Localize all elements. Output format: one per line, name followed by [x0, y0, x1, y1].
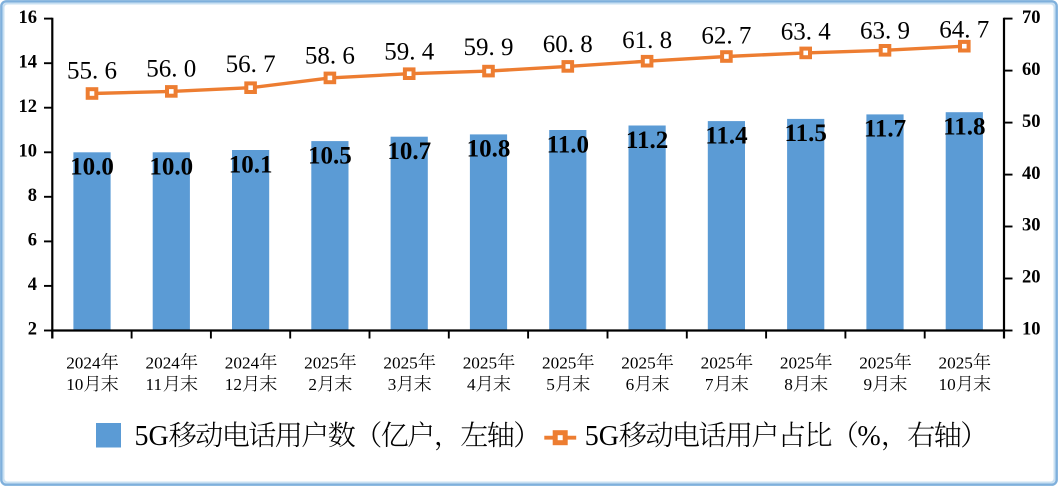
svg-text:61. 8: 61. 8	[622, 27, 672, 54]
svg-text:6: 6	[28, 231, 37, 251]
svg-text:11.8: 11.8	[943, 114, 985, 141]
svg-text:60: 60	[1022, 60, 1041, 80]
svg-text:11.2: 11.2	[626, 127, 668, 154]
svg-text:2: 2	[28, 320, 37, 340]
svg-text:60. 8: 60. 8	[543, 31, 593, 58]
svg-text:62. 7: 62. 7	[701, 22, 751, 49]
svg-text:2025: 2025	[780, 354, 814, 373]
svg-text:2025: 2025	[383, 354, 417, 373]
svg-text:11.5: 11.5	[785, 120, 827, 147]
svg-text:10: 10	[1022, 320, 1041, 340]
svg-text:10.7: 10.7	[387, 138, 431, 165]
svg-text:30: 30	[1022, 216, 1041, 236]
svg-text:70: 70	[1022, 8, 1041, 28]
svg-text:10: 10	[939, 375, 956, 394]
svg-text:5G: 5G	[585, 421, 619, 452]
svg-text:58. 6: 58. 6	[305, 43, 355, 70]
svg-text:2025: 2025	[621, 354, 655, 373]
svg-text:2: 2	[308, 375, 317, 394]
svg-text:3: 3	[388, 375, 397, 394]
svg-text:5: 5	[546, 375, 555, 394]
svg-text:40: 40	[1022, 164, 1041, 184]
svg-text:2025: 2025	[304, 354, 338, 373]
svg-text:5G: 5G	[135, 421, 169, 452]
svg-text:10: 10	[19, 142, 38, 162]
svg-text:59. 9: 59. 9	[464, 34, 514, 61]
svg-text:10.0: 10.0	[70, 154, 114, 181]
svg-text:63. 4: 63. 4	[781, 19, 832, 46]
svg-text:6: 6	[626, 375, 635, 394]
svg-text:10.0: 10.0	[149, 154, 193, 181]
svg-text:2024: 2024	[66, 354, 101, 373]
svg-text:12: 12	[225, 375, 242, 394]
svg-text:2025: 2025	[859, 354, 893, 373]
svg-text:2025: 2025	[939, 354, 973, 373]
svg-text:4: 4	[28, 275, 37, 295]
svg-text:8: 8	[28, 186, 37, 206]
svg-text:55. 6: 55. 6	[67, 58, 117, 85]
svg-text:59. 4: 59. 4	[384, 39, 435, 66]
svg-text:11.7: 11.7	[864, 116, 906, 143]
svg-text:56. 0: 56. 0	[146, 55, 196, 82]
svg-text:8: 8	[784, 375, 793, 394]
svg-text:4: 4	[467, 375, 476, 394]
svg-text:7: 7	[705, 375, 714, 394]
svg-text:16: 16	[19, 8, 38, 28]
svg-text:11: 11	[146, 375, 163, 394]
svg-text:12: 12	[19, 97, 38, 117]
svg-text:50: 50	[1022, 112, 1041, 132]
svg-text:14: 14	[19, 52, 38, 72]
svg-text:10.8: 10.8	[467, 136, 511, 163]
svg-text:9: 9	[864, 375, 873, 394]
svg-text:56. 7: 56. 7	[226, 51, 276, 78]
svg-text:%: %	[857, 421, 880, 452]
svg-text:10.5: 10.5	[308, 142, 352, 169]
svg-text:2025: 2025	[542, 354, 576, 373]
svg-text:11.4: 11.4	[705, 122, 748, 149]
svg-text:2024: 2024	[146, 354, 181, 373]
svg-text:2025: 2025	[463, 354, 497, 373]
svg-text:63. 9: 63. 9	[860, 17, 910, 44]
svg-text:2025: 2025	[701, 354, 735, 373]
svg-text:20: 20	[1022, 268, 1041, 288]
svg-text:2024: 2024	[225, 354, 260, 373]
svg-text:10.1: 10.1	[229, 151, 273, 178]
svg-text:64. 7: 64. 7	[939, 16, 989, 43]
svg-text:11.0: 11.0	[547, 131, 589, 158]
svg-text:10: 10	[66, 375, 83, 394]
